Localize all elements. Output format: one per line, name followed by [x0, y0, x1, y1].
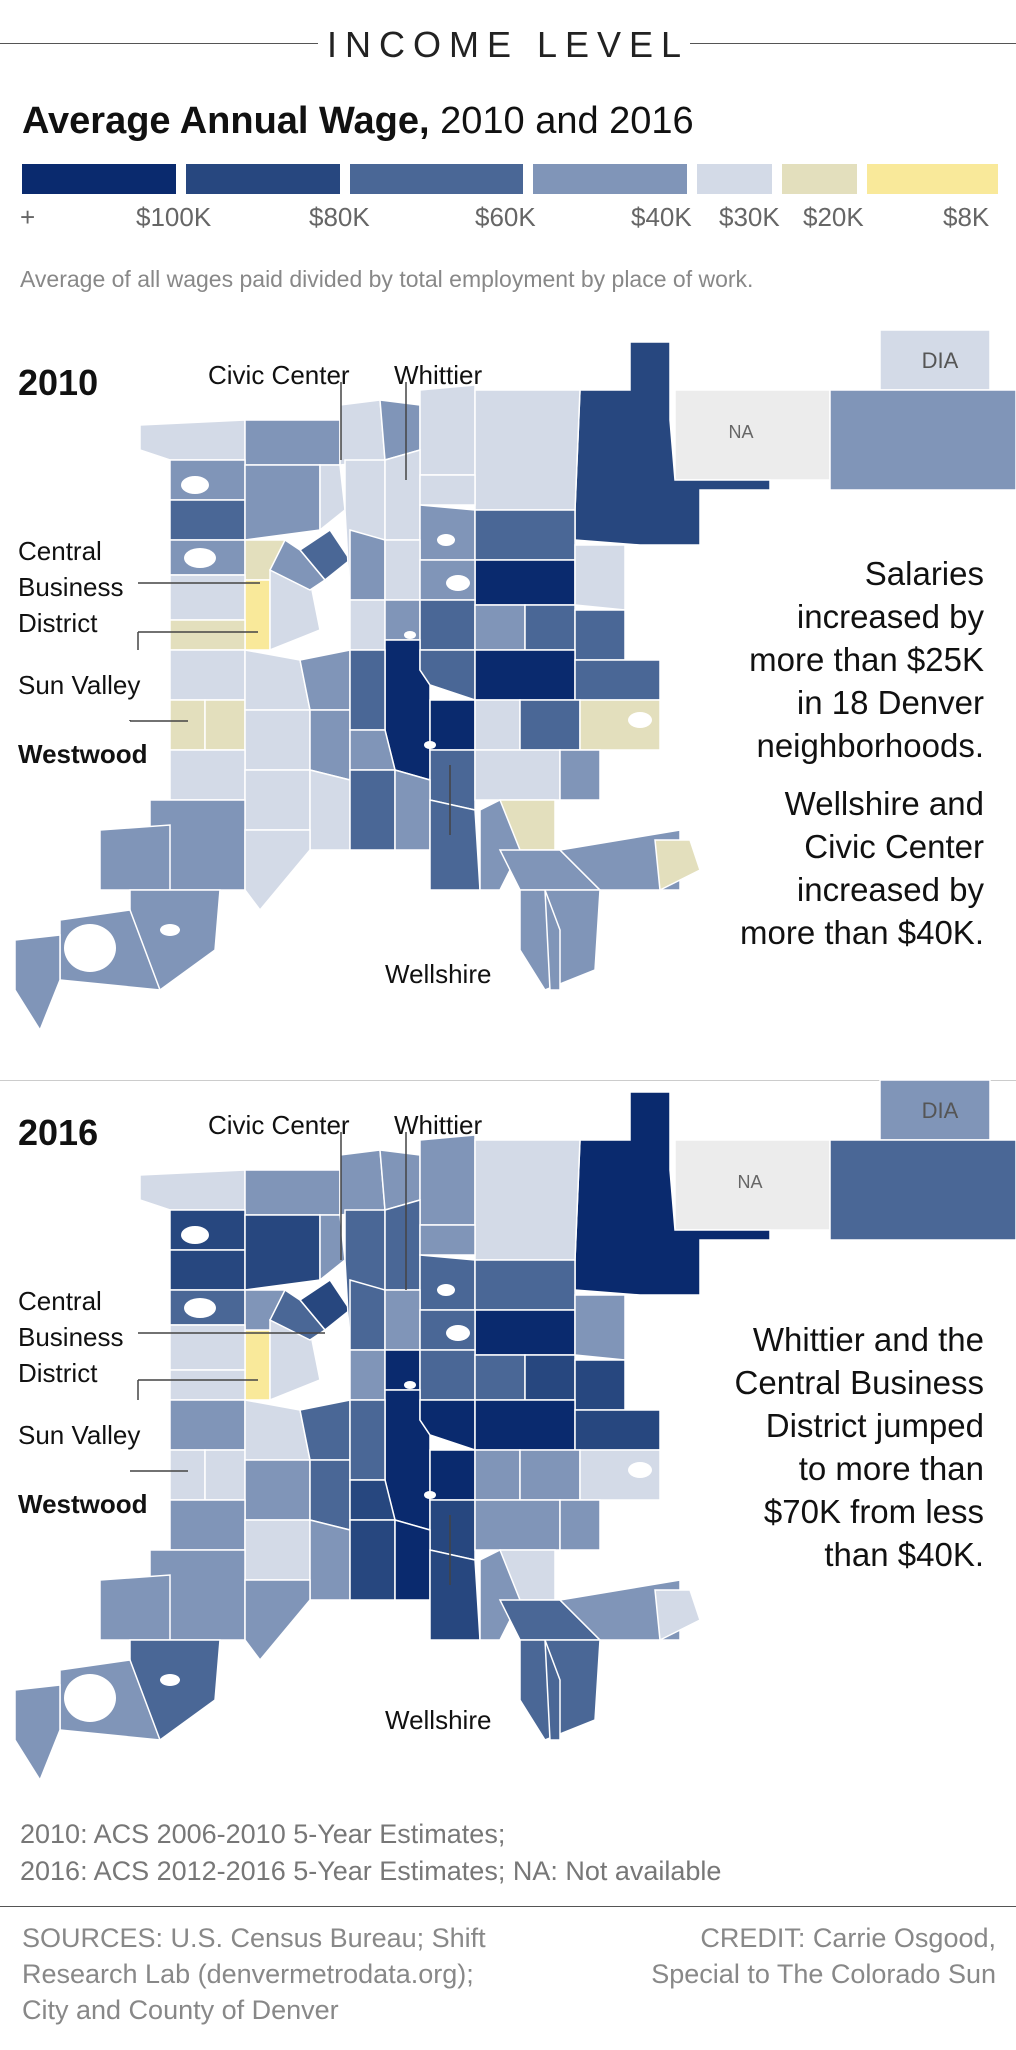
label-sun-valley-2010: Sun Valley [18, 670, 141, 700]
label-civic-center-2016: Civic Center [208, 1110, 350, 1140]
label-whittier-2010: Whittier [394, 360, 483, 390]
header-rule-left [0, 43, 318, 44]
map-divider [0, 1080, 1016, 1081]
label-wellshire-2016: Wellshire [385, 1705, 492, 1735]
section-header: INCOME LEVEL [0, 18, 1016, 68]
legend-swatch-20k-30k [782, 164, 857, 194]
legend-swatch-30k-40k [697, 164, 772, 194]
legend-swatch-8k-20k [867, 164, 998, 194]
na-label-2010: NA [728, 422, 753, 442]
callout-2010-line: Salaries [864, 555, 984, 592]
callout-2010-salaries: Salaries increased by more than $25K in … [664, 552, 984, 767]
callout-2010-line: Wellshire and [784, 785, 984, 822]
denver-map-2016: DIA NA [14, 1080, 1016, 1782]
credit-line: Special to The Colorado Sun [651, 1959, 996, 1989]
callout-2010-line: increased by [796, 871, 984, 908]
label-cbd-line1-2010: Central [18, 536, 102, 566]
legend-color-scale [22, 164, 998, 194]
legend-label-plus: + [20, 202, 36, 232]
callout-2016-line: Central Business [734, 1364, 984, 1401]
callout-2016-whittier: Whittier and the Central Business Distri… [604, 1318, 984, 1576]
callout-2016-line: $70K from less [763, 1493, 984, 1530]
footer-divider [0, 1906, 1016, 1907]
callout-2010-line: increased by [796, 598, 984, 635]
legend-label-8k: $8K [943, 202, 990, 232]
data-notes: 2010: ACS 2006-2010 5-Year Estimates; 20… [20, 1816, 721, 1890]
legend-label-20k: $20K [803, 202, 864, 232]
callout-2016-line: District jumped [765, 1407, 984, 1444]
na-label-2016: NA [737, 1172, 762, 1192]
callout-2010-line: more than $40K. [740, 914, 984, 951]
chart-title-bold: Average Annual Wage, [22, 100, 430, 142]
sources: SOURCES: U.S. Census Bureau; Shift Resea… [22, 1920, 486, 2028]
dia-label-2016: DIA [922, 1098, 959, 1123]
label-cbd-line2-2010: Business [18, 572, 124, 602]
label-civic-center-2010: Civic Center [208, 360, 350, 390]
callout-2010-line: Civic Center [804, 828, 984, 865]
callout-2016-line: to more than [798, 1450, 984, 1487]
credit-line: CREDIT: Carrie Osgood, [700, 1923, 996, 1953]
label-cbd-line3-2010: District [18, 608, 98, 638]
legend-swatch-40k-60k [533, 164, 687, 194]
legend-label-60k: $60K [475, 202, 536, 232]
callout-2016-line: Whittier and the [752, 1321, 984, 1358]
label-cbd-line3-2016: District [18, 1358, 98, 1388]
year-label-2010: 2010 [18, 362, 99, 403]
label-cbd-line2-2016: Business [18, 1322, 124, 1352]
sources-line: SOURCES: U.S. Census Bureau; Shift [22, 1923, 486, 1953]
legend-swatch-100k-plus [22, 164, 176, 194]
callout-2010-line: more than $25K [749, 641, 984, 678]
sources-line: Research Lab (denvermetrodata.org); [22, 1959, 474, 1989]
callout-2010-line: in 18 Denver [796, 684, 984, 721]
callout-2010-line: neighborhoods. [756, 727, 984, 764]
legend-label-30k: $30K [719, 202, 780, 232]
label-whittier-2016: Whittier [394, 1110, 483, 1140]
legend-swatch-80k-100k [186, 164, 340, 194]
dia-label-2010: DIA [922, 348, 959, 373]
label-sun-valley-2016: Sun Valley [18, 1420, 141, 1450]
header-rule-right [690, 43, 1016, 44]
callout-2010-wellshire: Wellshire and Civic Center increased by … [664, 782, 984, 954]
section-title: INCOME LEVEL [326, 24, 690, 65]
note-line: 2010: ACS 2006-2010 5-Year Estimates; [20, 1819, 506, 1849]
map-description: Average of all wages paid divided by tot… [20, 266, 754, 292]
label-cbd-line1-2016: Central [18, 1286, 102, 1316]
chart-title: Average Annual Wage, 2010 and 2016 [22, 100, 694, 143]
note-line: 2016: ACS 2012-2016 5-Year Estimates; NA… [20, 1856, 722, 1886]
label-westwood-2010: Westwood [18, 739, 148, 769]
sources-line: City and County of Denver [22, 1995, 339, 2025]
callout-2016-line: than $40K. [824, 1536, 984, 1573]
denver-map-2010: DIA NA [14, 330, 1016, 1032]
legend-label-40k: $40K [631, 202, 692, 232]
legend-label-100k: $100K [136, 202, 212, 232]
label-wellshire-2010: Wellshire [385, 959, 492, 989]
credit: CREDIT: Carrie Osgood, Special to The Co… [651, 1920, 996, 1992]
year-label-2016: 2016 [18, 1112, 99, 1153]
label-westwood-2016: Westwood [18, 1489, 148, 1519]
legend-label-80k: $80K [309, 202, 370, 232]
chart-title-rest: 2010 and 2016 [429, 100, 694, 142]
legend-swatch-60k-80k [350, 164, 523, 194]
